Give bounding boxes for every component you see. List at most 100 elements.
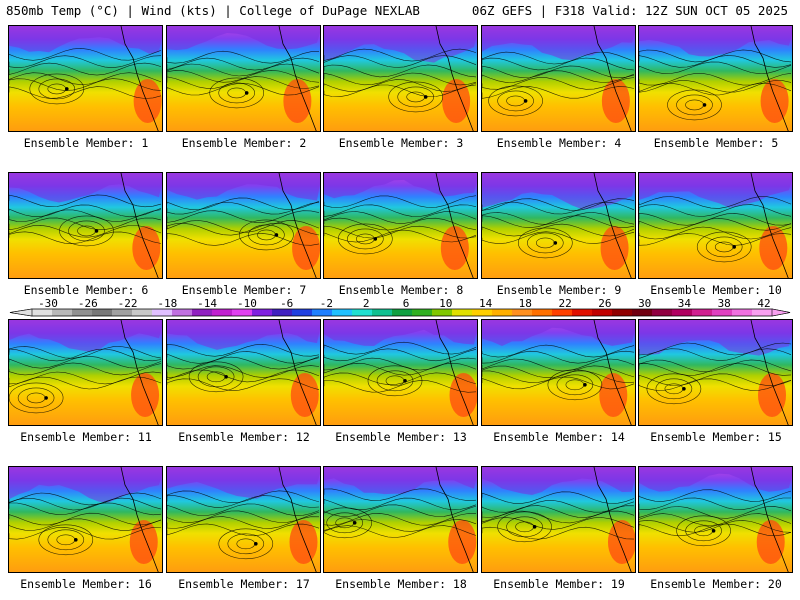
wind-center-marker: [553, 241, 558, 245]
wind-center-marker: [532, 525, 537, 529]
cold-air-region: [639, 467, 792, 492]
wind-contour: [482, 223, 635, 237]
map-title: 850mb Temp (°C) | Wind (kts) | College o…: [6, 3, 420, 18]
coastline: [750, 26, 789, 131]
wind-contour: [337, 223, 393, 255]
colorbar-tick-label: 34: [677, 297, 692, 310]
wind-center-marker: [74, 538, 78, 542]
wind-contour: [9, 55, 162, 69]
colorbar-tick-label: 30: [638, 297, 652, 310]
wind-contour: [218, 528, 274, 560]
cold-air-region: [167, 467, 320, 499]
wind-contour: [167, 510, 320, 523]
wind-contour: [388, 81, 443, 113]
wind-contour: [197, 366, 235, 388]
wind-contour: [705, 236, 743, 258]
wind-contour: [167, 76, 320, 89]
wind-contour: [167, 503, 320, 516]
ensemble-member-label: Ensemble Member: 2: [181, 136, 307, 150]
cold-air-region: [482, 173, 635, 210]
wind-contour: [9, 62, 162, 76]
ensemble-member-map: [166, 466, 321, 573]
wind-contour: [639, 233, 792, 246]
wind-contour: [324, 372, 477, 386]
warm-air-region: [292, 226, 320, 270]
coastline: [278, 26, 317, 131]
wind-contour: [655, 378, 693, 400]
temperature-colorbar: [9, 308, 791, 317]
colorbar-tick-label: 10: [439, 297, 453, 310]
wind-contour: [482, 344, 635, 358]
colorbar-tick-label: 2: [362, 297, 370, 310]
ensemble-member-label: Ensemble Member: 3: [338, 136, 464, 150]
wind-center-marker: [44, 396, 48, 400]
wind-contour: [482, 510, 635, 524]
coastline: [278, 173, 317, 278]
cold-air-region: [639, 173, 792, 208]
wind-contour: [639, 359, 792, 373]
wind-contour: [497, 511, 552, 543]
colorbar-segment: [592, 309, 613, 316]
wind-contour: [9, 72, 162, 86]
ensemble-member-map: [8, 319, 163, 426]
wind-contour: [482, 57, 635, 71]
cold-air-region: [9, 173, 162, 203]
coastline: [435, 26, 474, 131]
wind-contour: [9, 512, 162, 526]
wind-contour: [367, 365, 423, 397]
colorbar-arrow-left: [9, 308, 33, 317]
colorbar-tick-label: -14: [197, 297, 218, 310]
wind-contour: [167, 222, 320, 236]
wind-contour: [324, 195, 477, 208]
wind-contour: [167, 63, 320, 77]
wind-contour: [482, 70, 635, 83]
wind-contour: [167, 197, 320, 211]
colorbar-tick-label: -22: [117, 297, 138, 310]
colorbar-segment: [712, 309, 733, 316]
wind-contour: [9, 78, 162, 91]
colorbar-segment: [752, 309, 773, 316]
wind-contour: [324, 64, 477, 78]
colorbar-segment: [732, 309, 753, 316]
wind-contour: [482, 198, 635, 211]
wind-contour: [9, 47, 162, 61]
warm-air-region: [607, 520, 635, 564]
wind-contour: [324, 341, 477, 355]
wind-contour: [324, 513, 477, 526]
coastline: [435, 320, 474, 425]
wind-contour: [482, 491, 635, 504]
wind-contour: [227, 533, 265, 555]
wind-contour: [482, 231, 635, 245]
wind-contour: [696, 231, 752, 263]
warm-air-region: [283, 79, 312, 123]
warm-air-region: [599, 373, 628, 417]
warm-air-region: [600, 226, 629, 270]
wind-contour: [639, 348, 792, 361]
colorbar-segment: [512, 309, 533, 316]
wind-center-marker: [403, 379, 407, 383]
wind-contour: [324, 229, 477, 243]
colorbar-segment: [332, 309, 353, 316]
ensemble-member-map: [166, 172, 321, 279]
ensemble-member-map: [481, 319, 636, 426]
run-valid-time: 06Z GEFS | F318 Valid: 12Z SUN OCT 05 20…: [471, 3, 788, 18]
wind-contour: [324, 217, 477, 231]
coastline: [593, 467, 632, 572]
warm-air-region: [449, 373, 477, 417]
colorbar-segment: [252, 309, 273, 316]
ensemble-member-label: Ensemble Member: 14: [493, 430, 625, 444]
wind-contour: [482, 517, 635, 530]
wind-contour: [167, 356, 320, 370]
colorbar-tick-label: 42: [757, 297, 771, 310]
wind-center-marker: [94, 229, 99, 233]
colorbar-tick-label: 38: [717, 297, 731, 310]
ensemble-member-map: [166, 25, 321, 132]
wind-contour: [17, 387, 55, 409]
wind-contour: [324, 507, 372, 539]
wind-contour: [639, 497, 791, 511]
colorbar-tick-label: 18: [518, 297, 532, 310]
colorbar-segment: [172, 309, 193, 316]
wind-contour: [482, 358, 635, 372]
ensemble-member-label: Ensemble Member: 20: [650, 577, 782, 591]
wind-contour: [376, 370, 414, 392]
